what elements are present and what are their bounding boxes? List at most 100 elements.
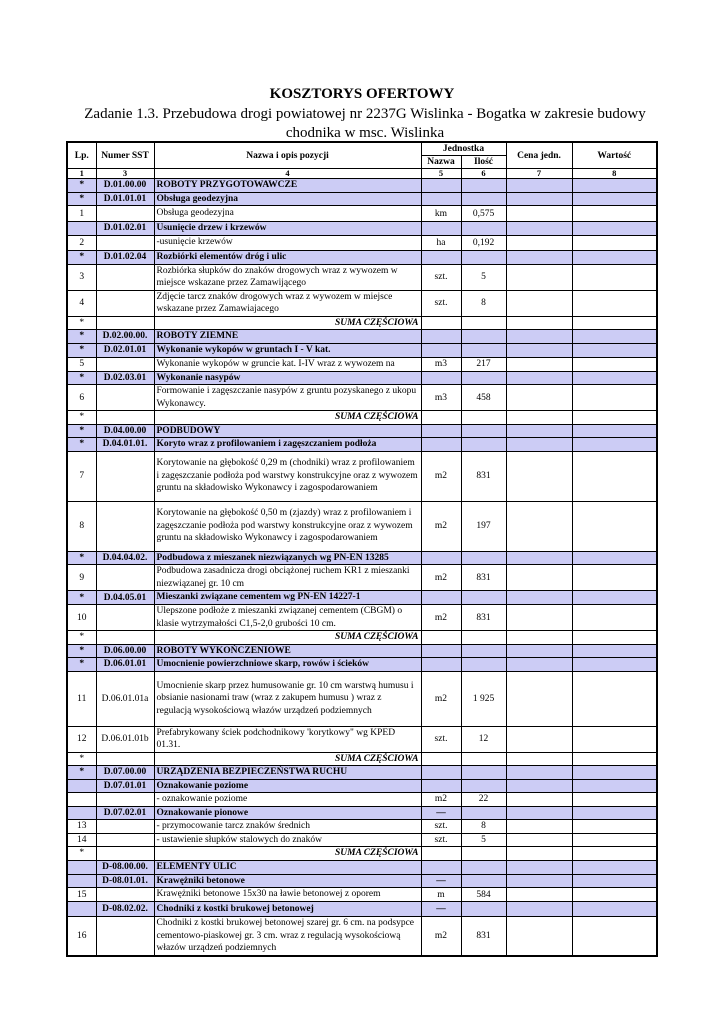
row-qty bbox=[460, 751, 507, 766]
row-sst: D.02.03.01 bbox=[95, 370, 155, 385]
header-unit-group: Jednostka bbox=[420, 141, 507, 156]
row-qty bbox=[460, 590, 507, 605]
table-row: 14 - ustawienie słupków stalowych do znak… bbox=[66, 832, 658, 847]
row-qty bbox=[460, 315, 507, 330]
row-name: Zdjęcie tarcz znaków drogowych wraz z wy… bbox=[153, 289, 422, 317]
row-qty bbox=[460, 423, 507, 438]
row-sst: D.04.00.00 bbox=[95, 423, 155, 438]
row-sst bbox=[95, 819, 155, 834]
row-name: URZĄDZENIA BEZPIECZEŃSTWA RUCHU bbox=[153, 765, 422, 780]
row-value bbox=[571, 901, 658, 917]
row-name: - ustawienie słupków stalowych do znaków bbox=[153, 832, 422, 847]
row-sst: D.01.00.00 bbox=[95, 178, 155, 193]
row-value bbox=[571, 249, 658, 265]
row-name: Obsługa geodezyjna bbox=[153, 191, 422, 206]
row-name: Umocnienie powierzchniowe skarp, rowów i… bbox=[153, 657, 422, 672]
row-lp: 16 bbox=[66, 916, 97, 956]
table-row: 3 Rozbiórka słupków do znaków drogowych w… bbox=[66, 263, 658, 291]
section-row: * D.04.00.00 PODBUDOWY bbox=[66, 423, 658, 438]
row-sst: D.06.01.01a bbox=[95, 670, 155, 727]
row-price bbox=[505, 846, 573, 861]
row-lp: 5 bbox=[66, 356, 97, 372]
row-name: ROBOTY PRZYGOTOWAWCZE bbox=[153, 178, 422, 193]
row-unit: szt. bbox=[420, 289, 462, 317]
row-qty: 22 bbox=[460, 792, 507, 807]
row-name: ROBOTY ZIEMNE bbox=[153, 329, 422, 344]
row-name: Oznakowanie poziome bbox=[153, 778, 422, 793]
row-name: Podbudowa zasadnicza drogi obciążonej ru… bbox=[153, 564, 422, 591]
row-price bbox=[505, 564, 573, 591]
row-price bbox=[505, 778, 573, 793]
row-lp: * bbox=[66, 329, 97, 344]
row-lp: 11 bbox=[66, 670, 97, 727]
row-name: ELEMENTY ULIC bbox=[153, 859, 422, 875]
row-price bbox=[505, 765, 573, 780]
row-sst bbox=[95, 916, 155, 956]
row-sst: D-08.01.01. bbox=[95, 873, 155, 888]
section-row: D.01.02.01 Usunięcie drzew i krzewów bbox=[66, 221, 658, 236]
row-lp: * bbox=[66, 370, 97, 385]
row-unit: szt. bbox=[420, 263, 462, 291]
row-sst bbox=[95, 450, 155, 502]
row-value bbox=[571, 221, 658, 236]
row-price bbox=[505, 191, 573, 206]
row-price bbox=[505, 342, 573, 358]
row-lp: 2 bbox=[66, 234, 97, 251]
row-name: ROBOTY WYKOŃCZENIOWE bbox=[153, 643, 422, 658]
row-name: Rozbiórki elementów dróg i ulic bbox=[153, 249, 422, 265]
row-value bbox=[571, 873, 658, 888]
row-name: Rozbiórka słupków do znaków drogowych wr… bbox=[153, 263, 422, 291]
row-qty: 8 bbox=[460, 819, 507, 834]
row-value bbox=[571, 670, 658, 727]
row-qty bbox=[460, 221, 507, 236]
header-value: Wartość bbox=[571, 141, 658, 169]
row-unit bbox=[420, 643, 462, 658]
section-row: D.07.02.01 Oznakowanie pionowe — bbox=[66, 805, 658, 820]
row-qty bbox=[460, 410, 507, 425]
row-name: Krawężniki betonowe bbox=[153, 873, 422, 888]
row-price bbox=[505, 437, 573, 452]
row-sst bbox=[95, 234, 155, 251]
row-price bbox=[505, 832, 573, 847]
row-lp: 8 bbox=[66, 500, 97, 552]
row-value bbox=[571, 550, 658, 565]
row-unit: m2 bbox=[420, 450, 462, 502]
row-lp: * bbox=[66, 643, 97, 658]
subtotal-row: * SUMA CZĘŚCIOWA bbox=[66, 846, 658, 861]
row-value bbox=[571, 725, 658, 753]
row-unit: szt. bbox=[420, 832, 462, 847]
row-value bbox=[571, 590, 658, 605]
row-lp: 1 bbox=[66, 205, 97, 222]
row-sst: D.04.05.01 bbox=[95, 590, 155, 605]
row-lp: * bbox=[66, 846, 97, 861]
column-number: 6 bbox=[460, 168, 507, 179]
row-qty: 0,192 bbox=[460, 234, 507, 251]
header-sst: Numer SST bbox=[95, 141, 155, 169]
row-value bbox=[571, 643, 658, 658]
row-sst bbox=[95, 205, 155, 222]
header-lp: Lp. bbox=[66, 141, 97, 169]
row-qty: 217 bbox=[460, 356, 507, 372]
row-price bbox=[505, 178, 573, 193]
row-qty: 458 bbox=[460, 384, 507, 411]
row-value bbox=[571, 805, 658, 820]
row-price bbox=[505, 410, 573, 425]
row-lp: 15 bbox=[66, 887, 97, 902]
row-lp: * bbox=[66, 630, 97, 645]
row-lp bbox=[66, 873, 97, 888]
row-value bbox=[571, 370, 658, 385]
row-sst bbox=[95, 846, 155, 861]
row-name: Oznakowanie pionowe bbox=[153, 805, 422, 820]
row-lp: 4 bbox=[66, 289, 97, 317]
header-name: Nazwa i opis pozycji bbox=[153, 141, 422, 169]
row-unit bbox=[420, 249, 462, 265]
row-sst bbox=[95, 832, 155, 847]
row-price bbox=[505, 805, 573, 820]
row-price bbox=[505, 450, 573, 502]
row-sst bbox=[95, 356, 155, 372]
row-qty: 5 bbox=[460, 263, 507, 291]
row-sst bbox=[95, 263, 155, 291]
row-price bbox=[505, 370, 573, 385]
row-qty bbox=[460, 370, 507, 385]
row-value bbox=[571, 410, 658, 425]
